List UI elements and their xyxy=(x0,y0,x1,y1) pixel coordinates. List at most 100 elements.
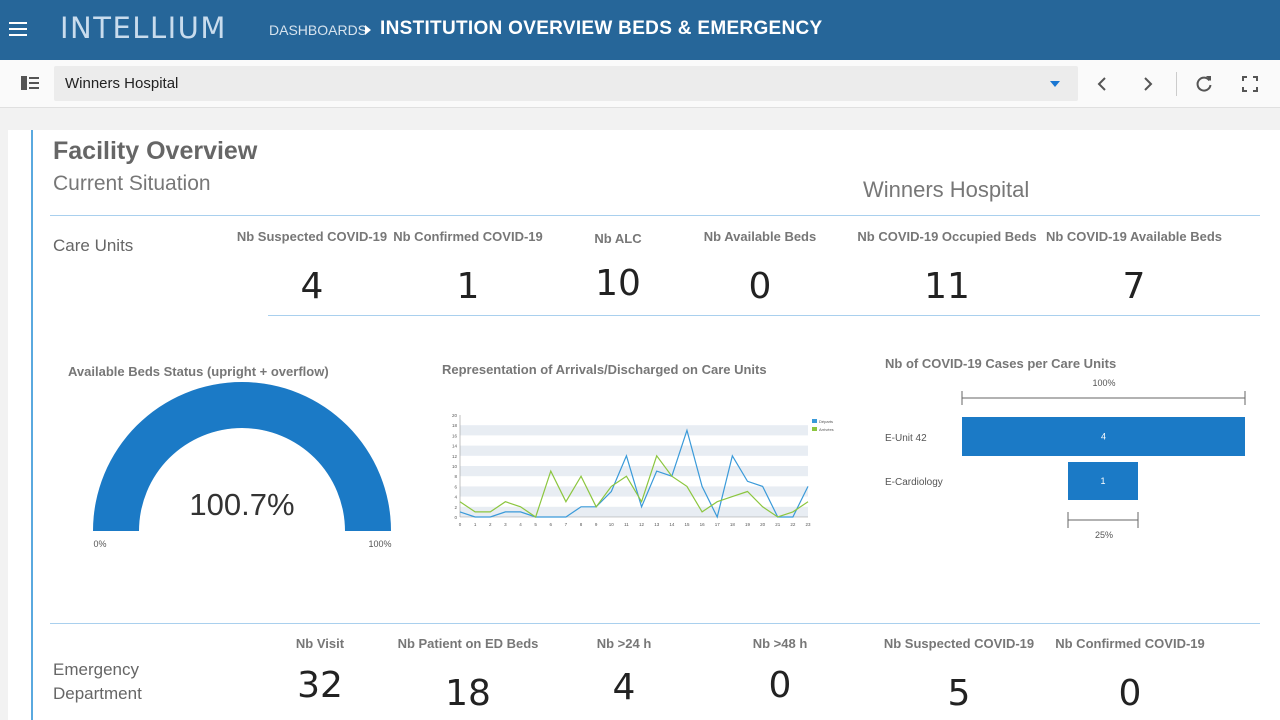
next-icon[interactable] xyxy=(1141,76,1155,92)
facility-select-value: Winners Hospital xyxy=(65,75,179,92)
x-tick-label: 1 xyxy=(474,522,477,527)
breadcrumb-arrow-icon xyxy=(365,25,371,35)
kpi-label-covid-available: Nb COVID-19 Available Beds xyxy=(1045,229,1223,244)
gauge-min-label: 0% xyxy=(93,539,106,549)
grid-band xyxy=(460,445,808,456)
x-tick-label: 7 xyxy=(565,522,568,527)
x-tick-label: 18 xyxy=(730,522,736,527)
chevron-down-icon xyxy=(1050,81,1060,87)
x-tick-label: 14 xyxy=(669,522,675,527)
dashboard-toolbar: Winners Hospital xyxy=(0,60,1280,108)
hamburger-menu-icon[interactable] xyxy=(9,22,27,36)
ed-kpi-label-confirmed: Nb Confirmed COVID-19 xyxy=(1055,636,1205,651)
gauge-fill xyxy=(93,382,391,531)
kpi-value-alc: 10 xyxy=(595,263,641,304)
x-tick-label: 23 xyxy=(805,522,811,527)
y-tick-label: 20 xyxy=(452,413,458,418)
hospital-name: Winners Hospital xyxy=(863,177,1030,202)
bar-category-label-unit42: E-Unit 42 xyxy=(885,433,927,444)
page-title: INSTITUTION OVERVIEW BEDS & EMERGENCY xyxy=(380,18,823,39)
x-tick-label: 20 xyxy=(760,522,766,527)
x-tick-label: 2 xyxy=(489,522,492,527)
x-tick-label: 22 xyxy=(790,522,796,527)
facility-title: Facility Overview xyxy=(53,137,258,165)
divider-emergency xyxy=(50,623,1260,624)
x-tick-label: 16 xyxy=(700,522,706,527)
ed-kpi-value-suspected: 5 xyxy=(947,673,971,714)
series-line-0 xyxy=(459,428,809,519)
x-tick-label: 19 xyxy=(745,522,751,527)
x-tick-label: 8 xyxy=(580,522,583,527)
facility-select[interactable]: Winners Hospital xyxy=(54,66,1078,101)
sidebar-toggle-icon[interactable] xyxy=(21,76,39,90)
ed-kpi-label-suspected: Nb Suspected COVID-19 xyxy=(883,636,1035,651)
ed-kpi-label-48h: Nb >48 h xyxy=(752,636,808,651)
ed-kpi-label-patients-beds: Nb Patient on ED Beds xyxy=(397,636,539,651)
refresh-icon[interactable] xyxy=(1195,75,1213,93)
series-line-1 xyxy=(459,454,809,518)
x-tick-label: 4 xyxy=(519,522,522,527)
bar-1 xyxy=(1068,462,1138,500)
x-tick-label: 5 xyxy=(534,522,537,527)
emergency-label: Emergency Department xyxy=(53,660,142,703)
ed-kpi-label-visit: Nb Visit xyxy=(295,636,345,651)
kpi-label-covid-occupied: Nb COVID-19 Occupied Beds xyxy=(857,229,1037,244)
kpi-label-available-beds: Nb Available Beds xyxy=(703,229,817,244)
gauge-title: Available Beds Status (upright + overflo… xyxy=(68,364,329,379)
bar-bottom-scale-label: 25% xyxy=(1095,530,1113,540)
line-chart-title: Representation of Arrivals/Discharged on… xyxy=(442,362,767,377)
grid-band xyxy=(460,486,808,497)
x-tick-label: 10 xyxy=(609,522,615,527)
kpi-label-alc: Nb ALC xyxy=(594,231,642,246)
x-tick-label: 0 xyxy=(459,522,462,527)
grid-band xyxy=(460,466,808,477)
y-tick-label: 16 xyxy=(452,433,458,438)
toolbar-divider xyxy=(1176,72,1177,96)
y-tick-label: 18 xyxy=(452,423,458,428)
x-tick-label: 6 xyxy=(550,522,553,527)
gauge-max-label: 100% xyxy=(368,539,391,549)
y-tick-label: 10 xyxy=(452,464,458,469)
x-tick-label: 12 xyxy=(639,522,645,527)
gauge-chart: 100.7% 0% 100% xyxy=(93,382,392,549)
y-tick-label: 8 xyxy=(454,474,457,479)
bar-category-label-cardiology: E-Cardiology xyxy=(885,477,943,488)
y-tick-label: 6 xyxy=(454,484,457,489)
bar-value-label-1: 1 xyxy=(1100,476,1105,486)
y-tick-label: 0 xyxy=(454,515,457,520)
ed-kpi-value-confirmed: 0 xyxy=(1118,673,1142,714)
bar-chart-title: Nb of COVID-19 Cases per Care Units xyxy=(885,356,1117,371)
kpi-value-suspected: 4 xyxy=(300,266,324,307)
kpi-label-confirmed: Nb Confirmed COVID-19 xyxy=(393,229,543,244)
kpi-value-confirmed: 1 xyxy=(456,266,480,307)
x-tick-label: 11 xyxy=(624,522,629,527)
panel-accent-line xyxy=(31,130,33,720)
previous-icon[interactable] xyxy=(1095,76,1109,92)
bar-0 xyxy=(962,417,1245,456)
legend-swatch-0 xyxy=(812,419,817,423)
bar-top-scale xyxy=(961,391,1246,405)
facility-subtitle: Current Situation xyxy=(53,172,211,195)
ed-kpi-value-patients-beds: 18 xyxy=(445,673,491,714)
ed-kpi-label-24h: Nb >24 h xyxy=(596,636,652,651)
x-tick-label: 13 xyxy=(654,522,660,527)
kpi-value-covid-occupied: 11 xyxy=(924,266,970,307)
grid-band xyxy=(460,425,808,436)
care-units-label: Care Units xyxy=(53,236,134,255)
x-tick-label: 15 xyxy=(684,522,690,527)
x-tick-label: 21 xyxy=(775,522,781,527)
breadcrumb-dashboards[interactable]: DASHBOARDS xyxy=(269,22,368,38)
bar-value-label-0: 4 xyxy=(1101,432,1106,442)
gauge-value-label: 100.7% xyxy=(189,487,294,522)
legend-label-0: Départs xyxy=(819,419,833,424)
app-logo: INTELLIUM xyxy=(60,11,227,45)
ed-kpi-value-24h: 4 xyxy=(612,667,636,708)
legend-label-1: Arrivées xyxy=(819,427,834,432)
kpi-value-available-beds: 0 xyxy=(748,266,772,307)
divider-kpis xyxy=(268,315,1260,316)
kpi-value-covid-available: 7 xyxy=(1122,266,1146,307)
fullscreen-icon[interactable] xyxy=(1242,76,1258,92)
ed-kpi-value-48h: 0 xyxy=(768,665,792,706)
y-tick-label: 12 xyxy=(452,454,458,459)
